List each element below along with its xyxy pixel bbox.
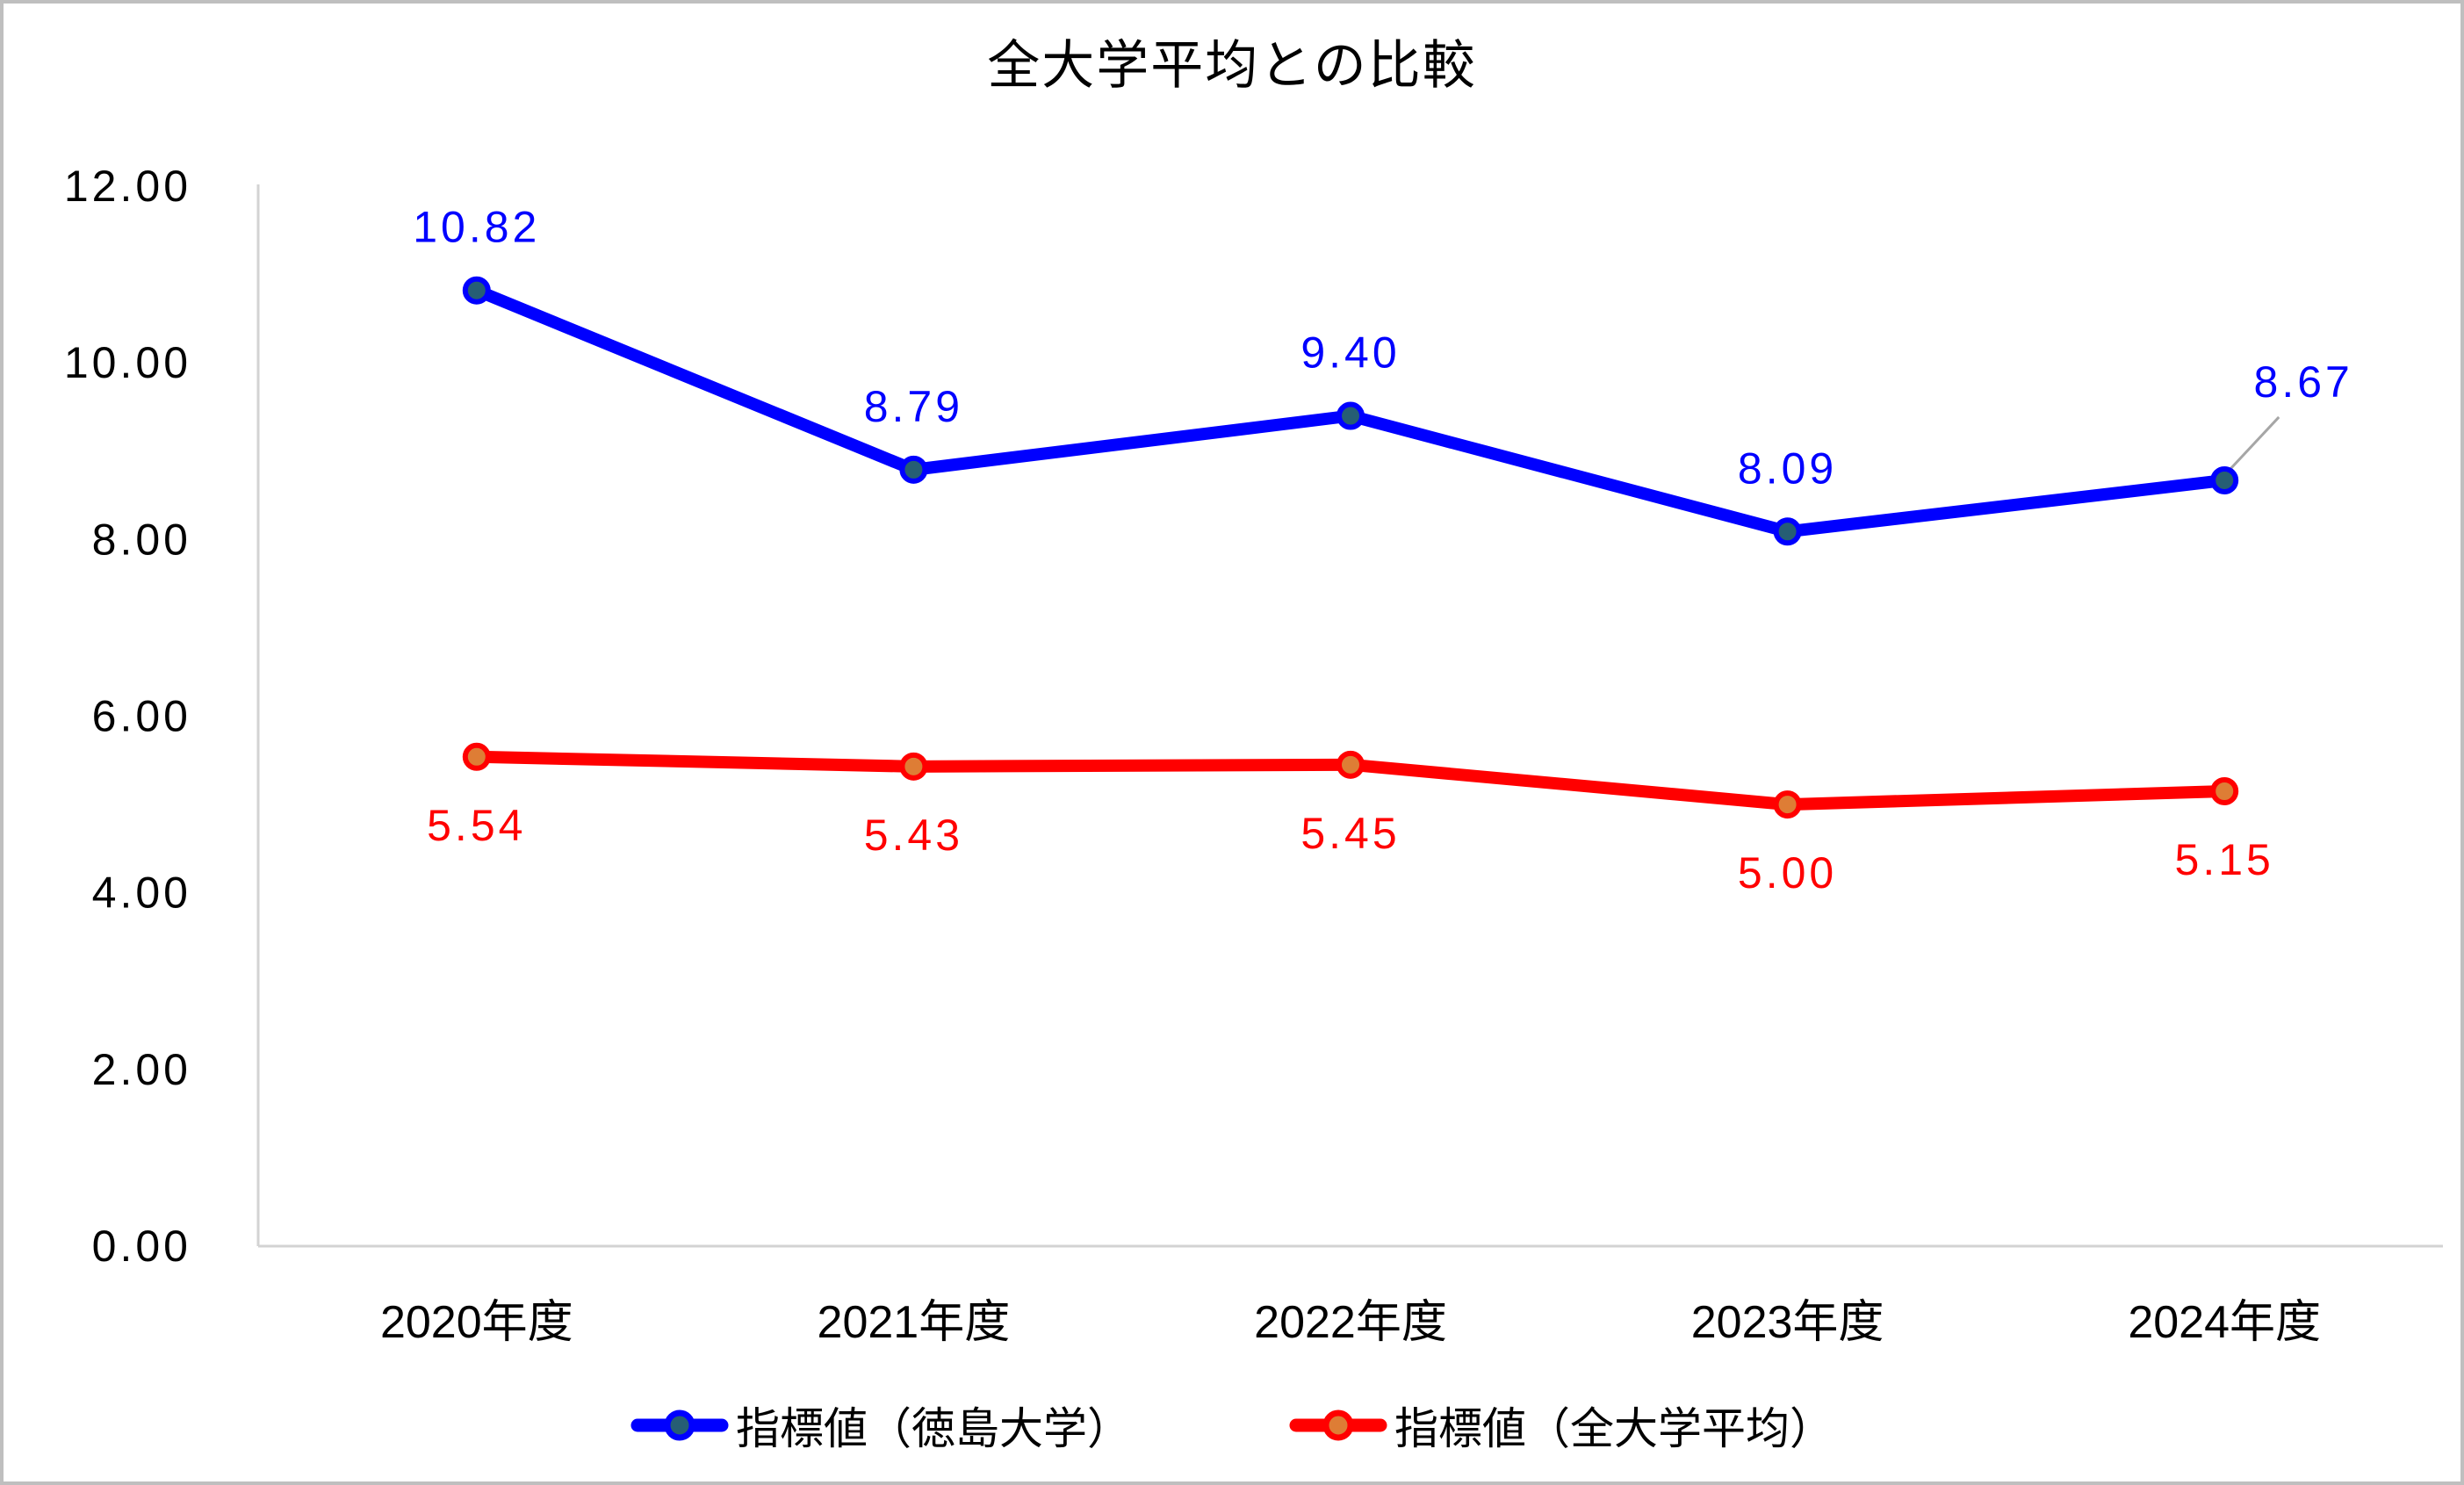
x-category-label: 2022年度 (1254, 1297, 1447, 1348)
data-label: 8.79 (864, 382, 963, 431)
data-point-marker (1773, 790, 1802, 819)
data-point-marker (462, 276, 491, 305)
data-point-marker (1336, 401, 1365, 430)
x-category-label: 2021年度 (818, 1297, 1011, 1348)
x-category-label: 2023年度 (1691, 1297, 1884, 1348)
data-label: 5.54 (427, 801, 526, 850)
data-point-marker (462, 742, 491, 771)
data-point-marker (2210, 776, 2239, 805)
data-label: 5.00 (1738, 848, 1837, 897)
data-point-marker (2210, 465, 2239, 494)
data-label: 5.15 (2175, 835, 2274, 884)
data-point-marker (899, 752, 928, 781)
y-tick-label: 6.00 (92, 692, 191, 741)
legend-entry-all-univ-average: 指標値（全大学平均） (1289, 1394, 1834, 1457)
legend-label-tokushima-univ: 指標値（徳島大学） (736, 1404, 1131, 1453)
chart-legend: 指標値（徳島大学） 指標値（全大学平均） (4, 1394, 2460, 1457)
data-point-marker (1773, 517, 1802, 546)
legend-key-line-marker-blue (630, 1409, 729, 1441)
leader-line (2227, 415, 2280, 472)
data-point-marker (1336, 750, 1365, 779)
x-category-label: 2024年度 (2128, 1297, 2321, 1348)
y-tick-label: 0.00 (92, 1222, 191, 1271)
data-label: 8.67 (2254, 357, 2353, 407)
data-label: 5.45 (1300, 809, 1400, 858)
legend-entry-tokushima-univ: 指標値（徳島大学） (630, 1394, 1131, 1457)
y-tick-label: 12.00 (64, 162, 191, 211)
legend-key-line-marker-red (1289, 1409, 1387, 1441)
plot-area: 0.00 2.00 4.00 6.00 8.00 10.00 12.00 2020年度 2021… (64, 162, 2443, 1348)
data-label: 9.40 (1300, 328, 1400, 378)
y-tick-label: 4.00 (92, 869, 191, 918)
chart-title: 全大学平均との比較 (987, 36, 1477, 95)
data-label: 10.82 (413, 203, 540, 252)
data-point-marker (899, 455, 928, 484)
x-category-label: 2020年度 (380, 1297, 573, 1348)
data-label: 8.09 (1738, 443, 1837, 493)
data-label: 5.43 (864, 811, 963, 860)
legend-label-all-univ-average: 指標値（全大学平均） (1394, 1404, 1834, 1453)
y-tick-label: 8.00 (92, 515, 191, 564)
y-tick-label: 2.00 (92, 1045, 191, 1094)
y-tick-label: 10.00 (64, 338, 191, 387)
